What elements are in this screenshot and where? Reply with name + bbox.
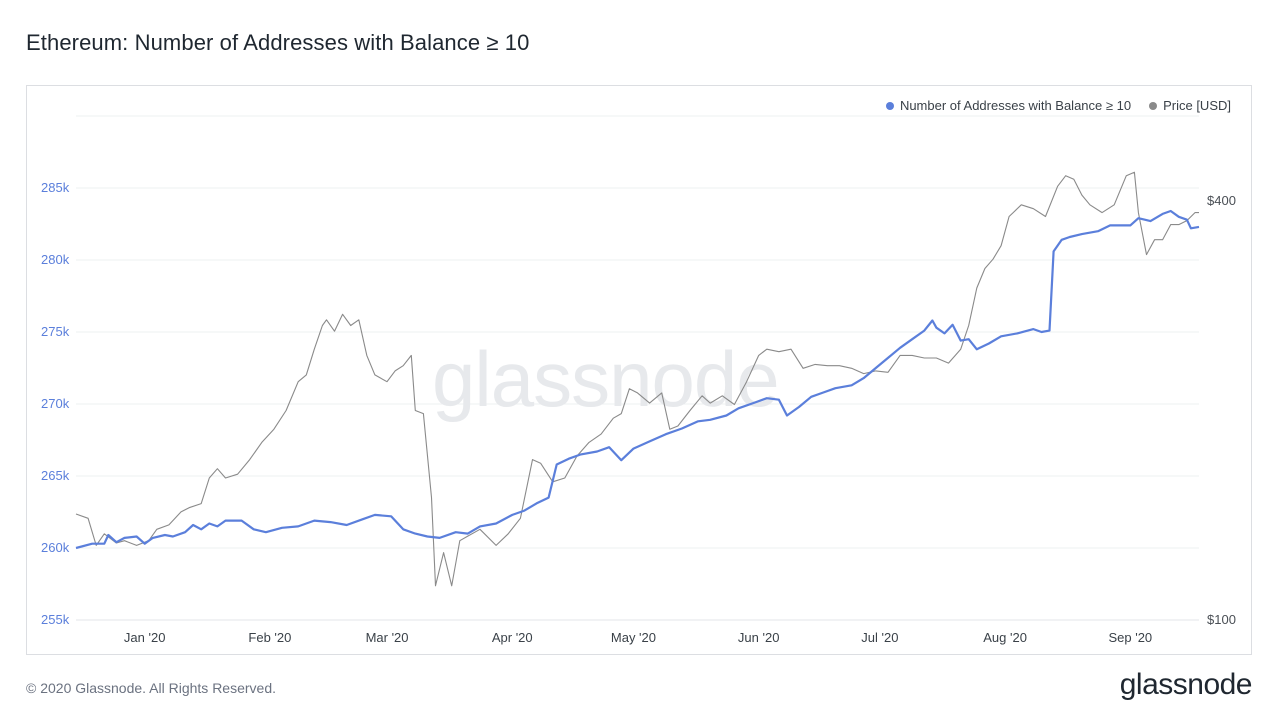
legend-label-price: Price [USD] [1163, 98, 1231, 113]
legend-item-price[interactable]: Price [USD] [1149, 98, 1231, 113]
addresses-line [75, 209, 1200, 550]
x-axis-tick-label: Feb '20 [248, 630, 291, 645]
x-axis-tick-label: Apr '20 [492, 630, 533, 645]
price-line [75, 171, 1199, 587]
right-axis-tick-label: $400 [1207, 193, 1236, 208]
legend-item-addresses[interactable]: Number of Addresses with Balance ≥ 10 [885, 98, 1132, 113]
chart-plot: glassnode 255k 260k 265k 270k 275k 280k 285k $… [41, 115, 1236, 645]
chart-frame: glassnode 255k 260k 265k 270k 275k 280k 285k $… [26, 85, 1252, 655]
left-axis-tick-label: 255k [41, 612, 70, 627]
left-axis-tick-label: 275k [41, 324, 70, 339]
legend-label-addresses: Number of Addresses with Balance ≥ 10 [899, 98, 1132, 113]
right-axis: $100 $400 [1207, 193, 1236, 627]
right-axis-tick-label: $100 [1207, 612, 1236, 627]
legend-dot-price [1149, 101, 1158, 110]
grid-lines [76, 115, 1199, 621]
chart-watermark: glassnode [432, 335, 779, 423]
x-axis-tick-label: Mar '20 [366, 630, 409, 645]
legend-dot-addresses [885, 101, 894, 110]
x-axis-tick-label: Sep '20 [1108, 630, 1152, 645]
footer-copyright: © 2020 Glassnode. All Rights Reserved. [26, 680, 277, 696]
left-axis-tick-label: 280k [41, 252, 70, 267]
x-axis-tick-label: May '20 [611, 630, 656, 645]
x-axis: Jan '20 Feb '20 Mar '20 Apr '20 May '20 Jun '… [124, 630, 1152, 645]
x-axis-tick-label: Jun '20 [738, 630, 780, 645]
chart-legend: Number of Addresses with Balance ≥ 10 Pr… [868, 98, 1231, 113]
left-axis-tick-label: 270k [41, 396, 70, 411]
left-axis-tick-label: 260k [41, 540, 70, 555]
footer-logo: glassnode [1119, 668, 1253, 701]
x-axis-tick-label: Aug '20 [983, 630, 1027, 645]
x-axis-tick-label: Jul '20 [861, 630, 898, 645]
left-axis-tick-label: 265k [41, 468, 70, 483]
x-axis-tick-label: Jan '20 [124, 630, 166, 645]
price-series [75, 171, 1199, 587]
addresses-series [75, 209, 1200, 550]
left-axis: 255k 260k 265k 270k 275k 280k 285k [41, 180, 70, 627]
left-axis-tick-label: 285k [41, 180, 70, 195]
page-title: Ethereum: Number of Addresses with Balan… [26, 30, 530, 55]
